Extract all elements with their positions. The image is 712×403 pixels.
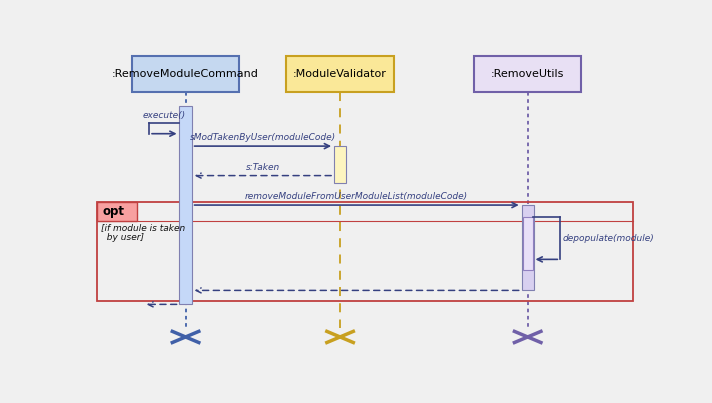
Text: removeModuleFromUserModuleList(moduleCode): removeModuleFromUserModuleList(moduleCod…: [245, 192, 468, 202]
FancyBboxPatch shape: [132, 56, 239, 92]
Text: depopulate(module): depopulate(module): [563, 234, 655, 243]
FancyBboxPatch shape: [522, 205, 534, 291]
Text: opt: opt: [103, 205, 125, 218]
Text: sModTakenByUser(moduleCode): sModTakenByUser(moduleCode): [190, 133, 336, 142]
FancyBboxPatch shape: [474, 56, 582, 92]
Text: execute(): execute(): [142, 111, 186, 120]
FancyBboxPatch shape: [179, 106, 192, 304]
FancyBboxPatch shape: [286, 56, 394, 92]
FancyBboxPatch shape: [523, 218, 533, 270]
Text: [if module is taken
  by user]: [if module is taken by user]: [100, 223, 185, 243]
Bar: [98, 202, 632, 301]
Text: s:Taken: s:Taken: [246, 163, 280, 172]
Polygon shape: [98, 202, 137, 220]
Text: :RemoveModuleCommand: :RemoveModuleCommand: [112, 69, 259, 79]
Text: :RemoveUtils: :RemoveUtils: [491, 69, 565, 79]
Text: :ModuleValidator: :ModuleValidator: [293, 69, 387, 79]
FancyBboxPatch shape: [334, 146, 346, 183]
